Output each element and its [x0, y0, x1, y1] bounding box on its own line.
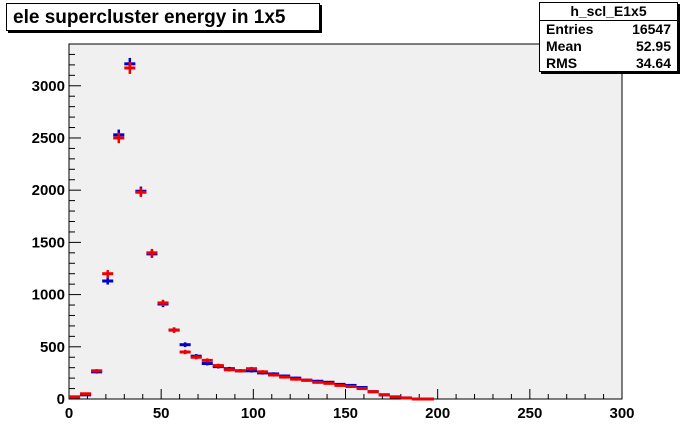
data-point [245, 366, 258, 371]
data-point [367, 390, 379, 394]
stats-label: Mean [546, 38, 582, 54]
stats-value: 34.64 [635, 55, 671, 71]
data-point [168, 327, 180, 333]
x-tick-label: 50 [153, 405, 170, 422]
data-point [234, 369, 246, 373]
y-tick-label: 3000 [32, 78, 65, 95]
chart-title: ele supercluster energy in 1x5 [6, 3, 320, 31]
y-tick-label: 2000 [32, 182, 65, 199]
data-point [279, 375, 291, 379]
y-tick-label: 1000 [32, 287, 65, 304]
data-point [223, 368, 235, 372]
x-tick-label: 0 [65, 405, 73, 422]
stats-histogram-name: h_scl_E1x5 [540, 3, 677, 21]
data-point [356, 387, 368, 391]
stats-value: 16547 [632, 21, 671, 37]
data-point [135, 187, 147, 197]
data-point [268, 373, 280, 377]
y-tick-label: 1500 [32, 234, 65, 251]
data-point [91, 369, 103, 373]
stats-label: RMS [546, 55, 578, 71]
y-tick-label: 500 [40, 339, 65, 356]
stats-row-entries: Entries 16547 [540, 21, 677, 38]
data-point [212, 363, 224, 368]
stats-row-mean: Mean 52.95 [540, 38, 677, 55]
data-point [301, 378, 313, 382]
data-point [146, 248, 158, 257]
x-tick-label: 250 [517, 405, 542, 422]
stats-box: h_scl_E1x5 Entries 16547 Mean 52.95 RMS … [539, 2, 678, 72]
data-point [190, 355, 202, 360]
series-2 [69, 62, 434, 401]
x-tick-label: 200 [425, 405, 450, 422]
data-point [257, 370, 269, 374]
data-point [80, 392, 92, 396]
stats-value: 52.95 [635, 38, 671, 54]
data-point [113, 132, 125, 144]
data-point [102, 270, 114, 278]
data-point [334, 383, 346, 387]
data-point [179, 349, 191, 355]
data-point [290, 377, 302, 381]
stats-row-rms: RMS 34.64 [540, 55, 677, 72]
stats-label: Entries [546, 21, 594, 37]
data-point [323, 381, 335, 385]
data-point [179, 342, 191, 348]
data-point [400, 396, 412, 400]
x-tick-label: 100 [241, 405, 266, 422]
y-tick-label: 0 [57, 391, 65, 408]
plot-frame [68, 43, 623, 400]
data-point [157, 299, 169, 307]
data-point [345, 384, 357, 388]
data-point [124, 62, 136, 74]
series-layer [69, 57, 434, 401]
axes: 0 50 100 150 200 250 3000500100015002000250030… [32, 43, 635, 422]
data-point [378, 393, 390, 397]
data-point [201, 358, 213, 363]
y-tick-label: 2500 [32, 130, 65, 147]
data-point [389, 395, 401, 399]
x-tick-label: 300 [609, 405, 634, 422]
x-tick-label: 150 [333, 405, 358, 422]
data-point [312, 380, 324, 384]
data-point [102, 277, 114, 285]
data-point [69, 395, 81, 399]
